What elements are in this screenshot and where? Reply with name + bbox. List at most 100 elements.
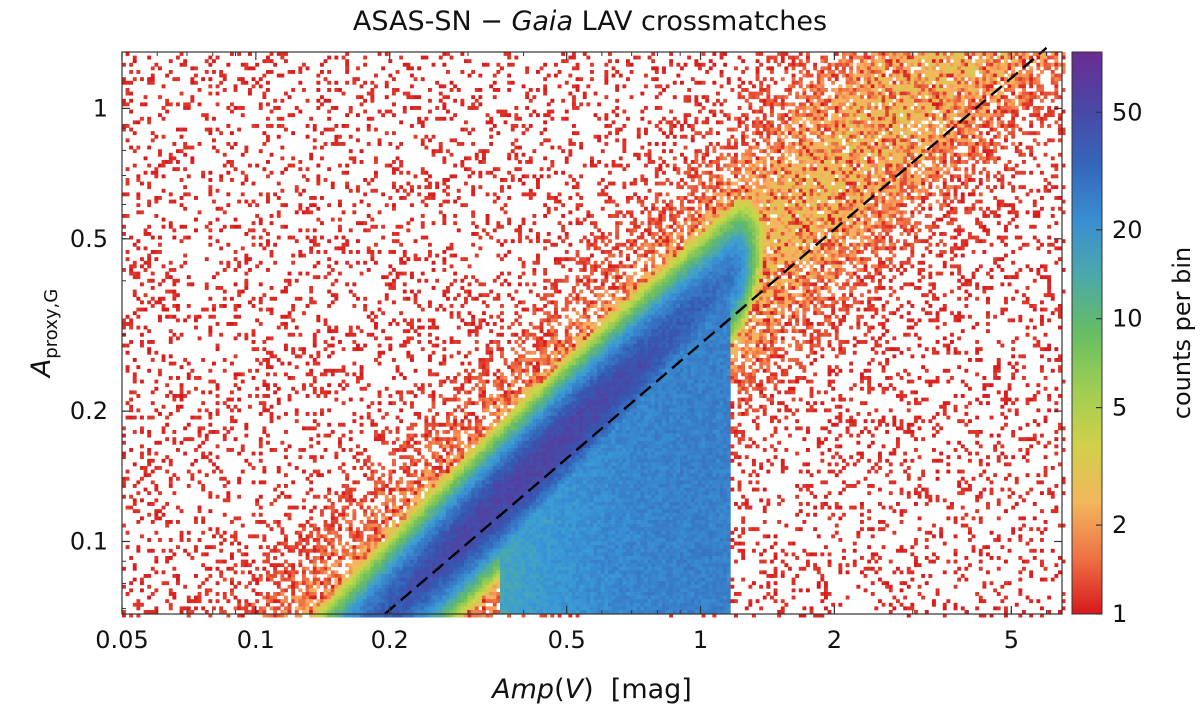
heatmap-bin — [417, 66, 422, 71]
heatmap-bin — [719, 109, 724, 114]
heatmap-bin — [705, 206, 710, 211]
heatmap-bin — [1000, 70, 1005, 74]
heatmap-bin — [906, 77, 911, 82]
heatmap-bin — [730, 214, 735, 218]
heatmap-bin — [298, 70, 303, 74]
heatmap-bin — [863, 84, 868, 89]
heatmap-bin — [831, 70, 836, 74]
heatmap-bin — [888, 59, 893, 64]
heatmap-bin — [136, 239, 141, 244]
heatmap-bin — [525, 192, 530, 197]
heatmap-bin — [1029, 145, 1034, 150]
heatmap-bin — [518, 145, 522, 150]
heatmap-bin — [816, 156, 821, 161]
heatmap-bin — [939, 98, 944, 103]
heatmap-bin — [834, 196, 839, 200]
heatmap-bin — [500, 185, 504, 190]
heatmap-bin — [604, 73, 609, 78]
heatmap-bin — [946, 142, 951, 146]
heatmap-bin — [230, 224, 234, 229]
heatmap-bin — [640, 235, 645, 240]
heatmap-bin — [680, 239, 684, 244]
heatmap-bin — [1036, 239, 1041, 244]
heatmap-bin — [759, 192, 764, 197]
heatmap-bin — [845, 217, 850, 222]
heatmap-bin — [773, 228, 778, 233]
heatmap-bin — [478, 160, 483, 164]
heatmap-bin — [942, 113, 947, 118]
heatmap-bin — [932, 160, 936, 164]
heatmap-bin — [564, 59, 569, 64]
heatmap-bin — [654, 170, 659, 175]
heatmap-bin — [849, 102, 854, 107]
heatmap-bin — [165, 160, 170, 164]
heatmap-bin — [708, 185, 713, 190]
heatmap-bin — [431, 152, 436, 157]
heatmap-bin — [730, 88, 735, 92]
heatmap-bin — [222, 77, 227, 82]
heatmap-bin — [266, 70, 270, 74]
heatmap-bin — [838, 152, 843, 157]
heatmap-bin — [1054, 221, 1059, 226]
heatmap-bin — [975, 88, 980, 92]
heatmap-bin — [932, 170, 936, 175]
heatmap-bin — [906, 142, 911, 146]
heatmap-bin — [420, 170, 425, 175]
heatmap-bin — [906, 84, 911, 89]
heatmap-bin — [935, 170, 940, 175]
heatmap-bin — [852, 109, 857, 114]
heatmap-bin — [694, 95, 699, 100]
heatmap-bin — [878, 152, 882, 157]
heatmap-bin — [813, 160, 818, 164]
heatmap-bin — [831, 149, 836, 154]
heatmap-bin — [917, 174, 922, 179]
heatmap-bin — [885, 127, 890, 132]
heatmap-bin — [568, 138, 573, 143]
heatmap-bin — [478, 170, 483, 175]
heatmap-bin — [424, 235, 429, 240]
heatmap-bin — [939, 66, 944, 71]
heatmap-bin — [147, 185, 152, 190]
heatmap-bin — [215, 239, 220, 244]
heatmap-bin — [644, 127, 648, 132]
heatmap-bin — [802, 127, 807, 132]
heatmap-bin — [845, 170, 850, 175]
heatmap-bin — [806, 167, 810, 172]
heatmap-bin — [737, 188, 742, 193]
heatmap-bin — [910, 210, 915, 215]
heatmap-bin — [964, 124, 969, 128]
heatmap-bin — [834, 145, 839, 150]
heatmap-bin — [946, 167, 951, 172]
heatmap-bin — [237, 127, 242, 132]
heatmap-bin — [917, 178, 922, 182]
heatmap-bin — [734, 210, 738, 215]
heatmap-bin — [845, 98, 850, 103]
heatmap-bin — [842, 113, 846, 118]
heatmap-bin — [1047, 138, 1052, 143]
heatmap-bin — [906, 134, 911, 139]
heatmap-bin — [154, 174, 159, 179]
heatmap-bin — [399, 163, 404, 168]
heatmap-bin — [766, 199, 771, 204]
heatmap-bin — [690, 235, 695, 240]
heatmap-bin — [1007, 102, 1012, 107]
heatmap-bin — [716, 239, 720, 244]
heatmap-bin — [845, 120, 850, 125]
heatmap-bin — [957, 52, 962, 56]
heatmap-bin — [834, 138, 839, 143]
heatmap-bin — [831, 210, 836, 215]
heatmap-bin — [1022, 95, 1026, 100]
heatmap-bin — [842, 62, 846, 67]
heatmap-bin — [777, 239, 782, 244]
heatmap-bin — [863, 203, 868, 208]
heatmap-bin — [878, 98, 882, 103]
heatmap-bin — [914, 77, 918, 82]
heatmap-bin — [960, 80, 965, 85]
heatmap-bin — [834, 77, 839, 82]
heatmap-bin — [831, 178, 836, 182]
heatmap-bin — [856, 156, 861, 161]
heatmap-bin — [572, 142, 576, 146]
heatmap-bin — [910, 188, 915, 193]
heatmap-bin — [1004, 138, 1008, 143]
heatmap-bin — [572, 66, 576, 71]
